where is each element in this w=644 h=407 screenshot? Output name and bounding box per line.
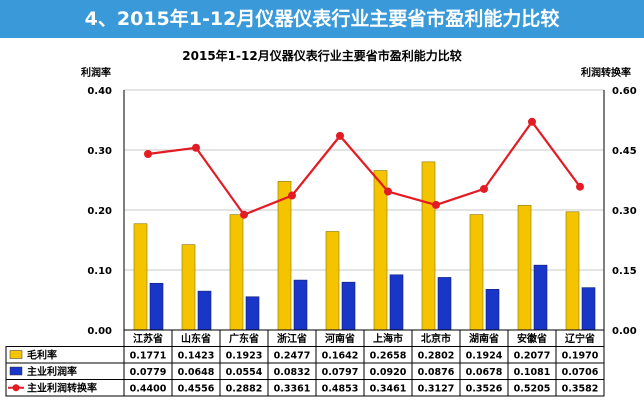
table-cell-value: 0.2658: [370, 351, 407, 362]
bar-main-profit-margin: [437, 277, 452, 331]
bar-gross-margin: [325, 231, 340, 331]
point-conversion-rate: [384, 187, 392, 196]
table-cell-value: 0.1642: [322, 351, 359, 362]
table-cell-value: 0.5205: [514, 384, 551, 395]
point-conversion-rate: [480, 184, 488, 193]
x-tick-label: 北京市: [421, 332, 451, 345]
table-cell-value: 0.1423: [178, 351, 215, 362]
table-cell-value: 0.0648: [178, 367, 215, 378]
bar-main-profit-margin: [197, 290, 212, 331]
bar-main-profit-margin: [293, 279, 308, 331]
x-tick-label: 安徽省: [517, 332, 547, 345]
y-tick-right-label: 0.15: [612, 266, 637, 277]
y-tick-right-label: 0.60: [612, 86, 637, 97]
table-cell-value: 0.2802: [418, 351, 455, 362]
table-cell-value: 0.0876: [418, 367, 455, 378]
x-tick-label: 江苏省: [133, 332, 163, 345]
series-line-conversion-rate: [147, 119, 581, 217]
y-tick-left-label: 0.10: [87, 266, 112, 277]
bar-gross-margin: [373, 170, 388, 331]
bar-gross-margin: [517, 205, 532, 331]
bar-gross-margin: [133, 223, 148, 331]
table-cell-value: 0.2077: [514, 351, 551, 362]
table-cell-value: 0.1924: [466, 351, 503, 362]
bar-main-profit-margin: [581, 287, 596, 331]
legend-swatch: [9, 366, 23, 376]
table-cell-value: 0.3361: [274, 384, 311, 395]
chart-panel: 2015年1-12月仪器仪表行业主要省市盈利能力比较利润率 利润转换率 0.00 0.…: [0, 38, 644, 403]
point-conversion-rate: [432, 200, 440, 209]
legend-label: 主业利润率: [27, 365, 77, 378]
bar-gross-margin: [229, 214, 244, 331]
table-cell-value: 0.0678: [466, 367, 503, 378]
table-cell-value: 0.0706: [562, 367, 599, 378]
banner-title: 4、2015年1-12月仪器仪表行业主要省市盈利能力比较: [0, 0, 644, 38]
bar-gross-margin: [469, 214, 484, 331]
table-cell-value: 0.3127: [418, 384, 455, 395]
table-cell-value: 0.4400: [130, 384, 167, 395]
legend-marker-swatch: [12, 384, 20, 392]
table-cell-value: 0.3461: [370, 384, 407, 395]
table-cell-value: 0.1970: [562, 351, 599, 362]
bar-main-profit-margin: [149, 282, 164, 331]
point-conversion-rate: [528, 117, 536, 126]
table-cell-value: 0.4556: [178, 384, 215, 395]
x-tick-label: 河南省: [325, 332, 355, 345]
x-tick-label: 山东省: [181, 332, 211, 345]
y-tick-left-label: 0.30: [87, 146, 112, 157]
bar-main-profit-margin: [245, 296, 260, 331]
y-tick-right-label: 0.30: [612, 206, 637, 217]
y-axis-left-title: 利润率: [81, 66, 111, 79]
y-tick-left-label: 0.00: [87, 326, 112, 337]
table-cell-value: 0.0832: [274, 367, 311, 378]
table-cell-value: 0.3582: [562, 384, 599, 395]
y-tick-right-label: 0.00: [612, 326, 637, 337]
chart-title: 2015年1-12月仪器仪表行业主要省市盈利能力比较: [182, 48, 461, 63]
table-cell-value: 0.1923: [226, 351, 263, 362]
point-conversion-rate: [192, 143, 200, 152]
x-tick-label: 上海市: [373, 332, 403, 345]
point-conversion-rate: [240, 210, 248, 219]
bar-gross-margin: [181, 244, 196, 331]
point-conversion-rate: [288, 191, 296, 200]
table-cell-value: 0.0920: [370, 367, 407, 378]
table-cell-value: 0.1081: [514, 367, 551, 378]
table-cell-value: 0.2882: [226, 384, 263, 395]
table-cell-value: 0.0797: [322, 367, 359, 378]
bar-gross-margin: [277, 181, 292, 331]
y-tick-left-label: 0.20: [87, 206, 112, 217]
legend-label: 主业利润转换率: [27, 382, 97, 395]
table-cell-value: 0.1771: [130, 351, 167, 362]
legend-label: 毛利率: [27, 349, 57, 362]
table-cell-value: 0.0554: [226, 367, 263, 378]
point-conversion-rate: [144, 150, 152, 158]
bar-main-profit-margin: [533, 264, 548, 331]
bar-gross-margin: [565, 211, 580, 331]
y-axis-right-title: 利润转换率: [581, 66, 631, 79]
x-tick-label: 湖南省: [469, 332, 499, 345]
x-tick-label: 辽宁省: [565, 332, 595, 345]
y-tick-right-label: 0.45: [612, 146, 637, 157]
legend-swatch: [9, 350, 23, 359]
point-conversion-rate: [336, 131, 344, 140]
table-cell-value: 0.3526: [466, 384, 503, 395]
x-tick-label: 浙江省: [277, 332, 307, 345]
x-tick-label: 广东省: [229, 332, 259, 345]
point-conversion-rate: [576, 182, 584, 191]
data-table-legend-column: [5, 346, 125, 397]
y-tick-left-label: 0.40: [87, 86, 112, 97]
bar-main-profit-margin: [389, 274, 404, 331]
bar-main-profit-margin: [341, 281, 356, 331]
bar-main-profit-margin: [485, 289, 500, 331]
table-cell-value: 0.4853: [322, 384, 359, 395]
bar-gross-margin: [421, 161, 436, 331]
table-cell-value: 0.2477: [274, 351, 311, 362]
table-cell-value: 0.0779: [130, 367, 167, 378]
